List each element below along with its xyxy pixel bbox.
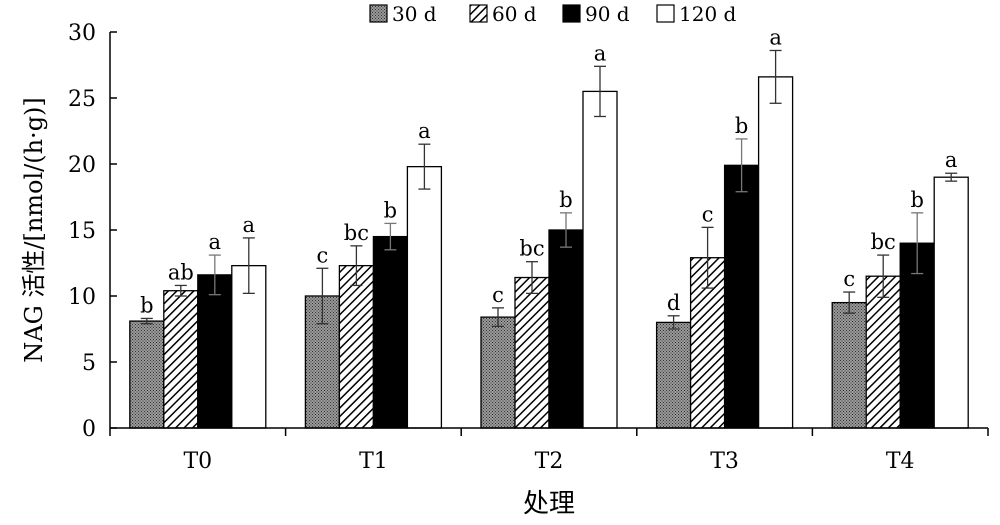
legend-label: 30 d — [392, 2, 437, 26]
legend-entry-90d: 90 d — [562, 2, 630, 26]
bars-group — [129, 76, 969, 429]
legend-swatch — [369, 4, 388, 23]
sig-label-T1-30d: c — [317, 243, 329, 267]
legend-swatch — [469, 4, 488, 23]
legend-entry-30d: 30 d — [369, 2, 437, 26]
y-tick-label-25: 25 — [68, 87, 96, 112]
bar-T4-120d — [933, 176, 969, 429]
error-bar-T4-60d — [877, 254, 890, 298]
sig-label-T2-30d: c — [492, 283, 504, 307]
bar-T3-90d — [723, 164, 760, 429]
sig-label-T4-30d: c — [843, 267, 855, 291]
error-bar-T4-90d — [911, 212, 924, 275]
error-bar-T0-60d — [174, 284, 187, 297]
error-bar-T3-30d — [667, 315, 680, 330]
sig-label-T2-120d: a — [594, 41, 607, 65]
y-tick-label-5: 5 — [82, 351, 96, 376]
x-tick-label-T1: T1 — [359, 449, 388, 474]
legend-swatch — [562, 4, 581, 23]
sig-label-T0-60d: ab — [168, 260, 194, 284]
sig-label-T0-120d: a — [243, 213, 256, 237]
legend-entry-60d: 60 d — [469, 2, 537, 26]
error-bar-T1-60d — [350, 245, 363, 287]
x-tick-label-T0: T0 — [183, 449, 212, 474]
bar-T0-60d — [163, 290, 199, 429]
bar-T0-30d — [129, 320, 165, 429]
x-axis-title: 处理 — [523, 489, 575, 519]
bar-T2-90d — [548, 229, 584, 429]
legend-entry-120d: 120 d — [656, 2, 737, 26]
sig-label-T2-90d: b — [559, 188, 572, 212]
sig-label-T1-60d: bc — [344, 221, 369, 245]
sig-label-T1-90d: b — [384, 198, 397, 222]
sig-label-T4-60d: bc — [871, 230, 896, 254]
y-tick-label-0: 0 — [82, 417, 96, 442]
bar-T2-120d — [582, 90, 618, 429]
axes-group: T0 T1 T2 T3 T4 0 5 10 15 20 25 30 — [68, 21, 989, 474]
error-bar-T2-120d — [594, 65, 606, 118]
sig-label-T3-30d: d — [667, 291, 680, 315]
error-bar-T2-30d — [492, 307, 504, 328]
error-bar-T2-90d — [560, 212, 572, 248]
bar-T3-120d — [757, 76, 794, 429]
bar-T1-90d — [372, 235, 409, 429]
error-bar-T3-90d — [735, 138, 748, 193]
error-bar-T3-120d — [769, 49, 782, 104]
y-tick-label-30: 30 — [68, 21, 96, 46]
x-tick-label-T2: T2 — [535, 449, 564, 474]
error-bar-T1-90d — [384, 222, 397, 251]
bar-T4-60d — [865, 275, 901, 429]
legend-label: 90 d — [585, 2, 630, 26]
legend-label: 120 d — [679, 2, 737, 26]
y-tick-label-10: 10 — [68, 285, 96, 310]
sig-label-T1-120d: a — [418, 119, 431, 143]
error-bar-T3-60d — [701, 226, 714, 289]
error-bar-T4-120d — [945, 172, 958, 182]
bar-T0-90d — [197, 274, 233, 429]
sig-label-T0-90d: a — [209, 230, 222, 254]
error-bar-T2-60d — [526, 261, 538, 295]
sig-label-T0-30d: b — [140, 293, 153, 317]
sig-label-T3-60d: c — [702, 202, 714, 226]
y-tick-label-15: 15 — [68, 219, 96, 244]
bar-T2-30d — [480, 316, 516, 429]
sig-label-T4-90d: b — [910, 188, 923, 212]
error-bar-T0-90d — [208, 254, 221, 296]
sig-label-T4-120d: a — [945, 148, 958, 172]
legend-label: 60 d — [492, 2, 537, 26]
error-bar-T1-30d — [316, 267, 329, 325]
bar-T4-30d — [831, 301, 867, 429]
x-tick-label-T3: T3 — [710, 449, 739, 474]
sig-label-T2-60d: bc — [519, 237, 544, 261]
error-bar-T0-30d — [140, 317, 153, 325]
sig-label-T3-90d: b — [735, 114, 748, 138]
x-tick-label-T4: T4 — [886, 449, 915, 474]
legend-swatch — [656, 4, 675, 23]
error-bar-T0-120d — [242, 237, 255, 295]
legend: 30 d 60 d 90 d 120 d — [369, 2, 737, 26]
y-tick-label-20: 20 — [68, 153, 96, 178]
bar-T3-30d — [655, 321, 692, 429]
y-axis-title: NAG 活性/[nmol/(h·g)] — [20, 97, 48, 363]
bar-T2-60d — [514, 276, 550, 429]
bar-T1-60d — [338, 264, 375, 429]
bar-T1-120d — [406, 165, 443, 429]
sig-label-T3-120d: a — [769, 25, 782, 49]
error-bar-T4-30d — [843, 291, 856, 314]
error-bars-group — [140, 49, 958, 330]
error-bar-T1-120d — [418, 143, 431, 190]
